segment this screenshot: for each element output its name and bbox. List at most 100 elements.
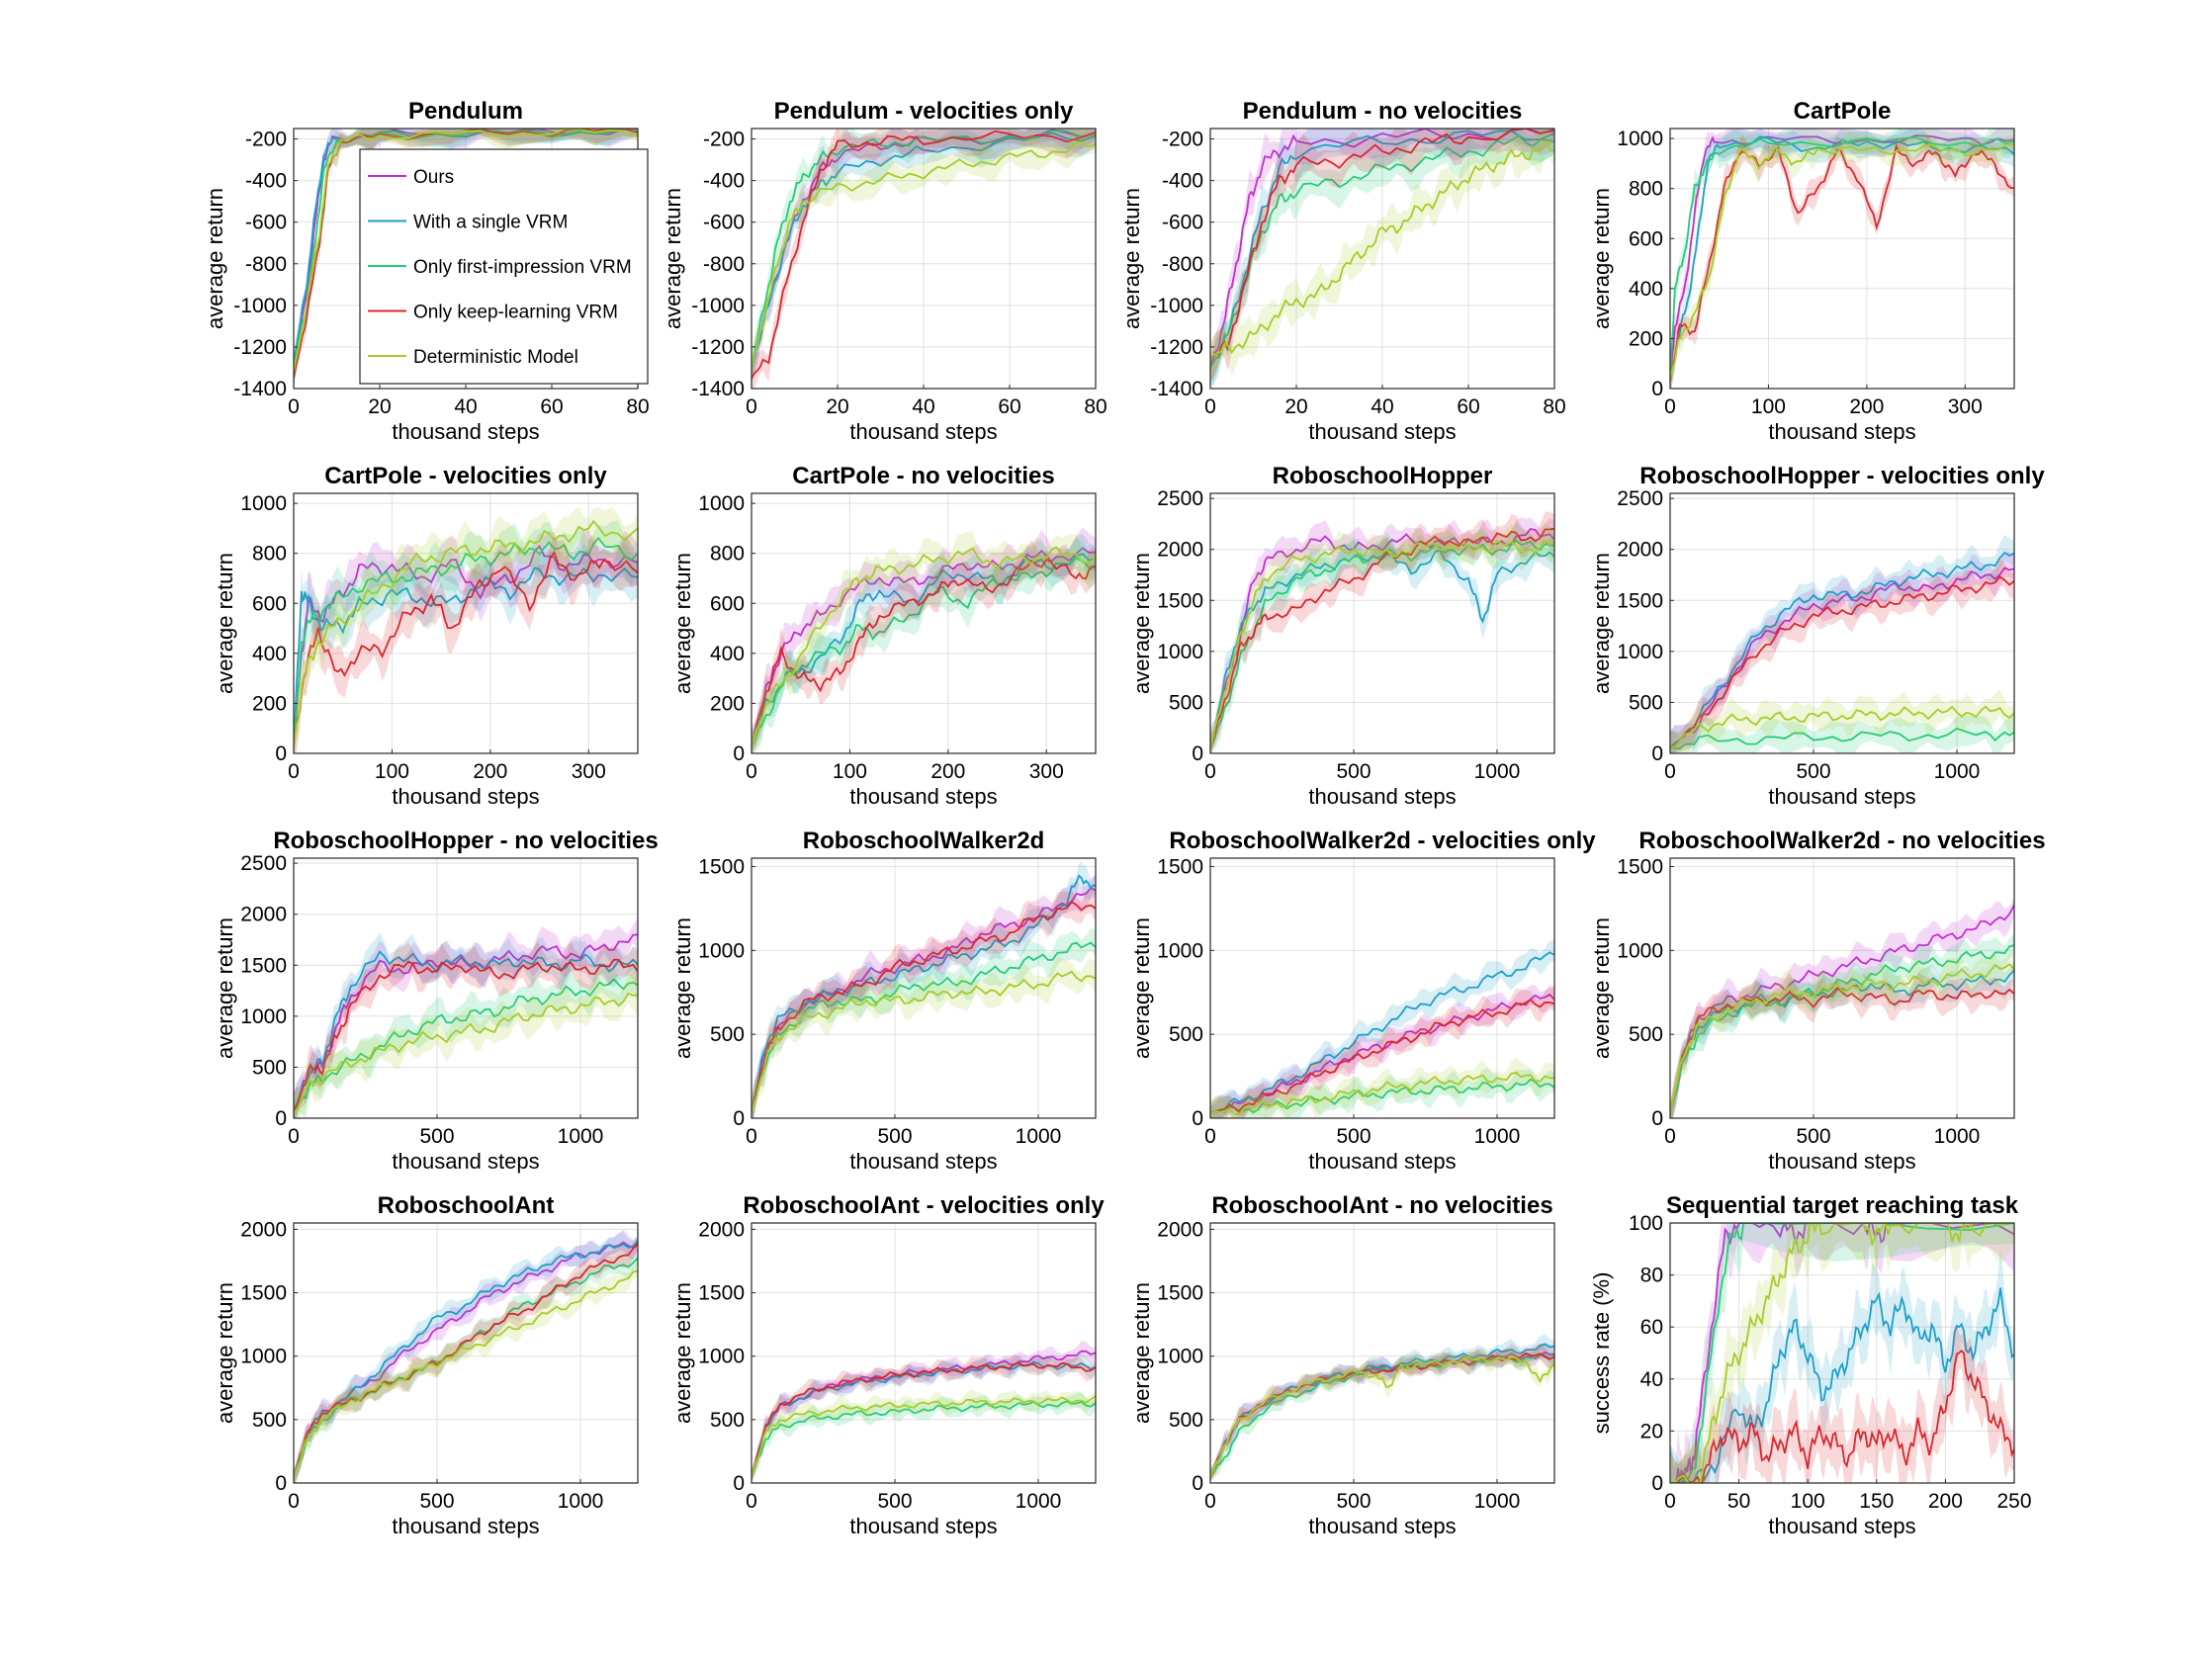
confidence-band bbox=[1670, 131, 2014, 389]
series-line bbox=[752, 140, 1096, 369]
y-tick-label: 1000 bbox=[240, 1005, 287, 1028]
y-tick-label: 500 bbox=[710, 1023, 745, 1046]
plot-area bbox=[294, 493, 638, 753]
series-line bbox=[294, 958, 638, 1114]
x-tick-label: 500 bbox=[877, 1490, 912, 1513]
series-line bbox=[752, 886, 1096, 1114]
y-tick-label: 1500 bbox=[1157, 1282, 1203, 1305]
series-line bbox=[1210, 1355, 1554, 1477]
y-tick-label: 800 bbox=[252, 543, 287, 566]
y-tick-label: 1000 bbox=[240, 1346, 287, 1368]
y-axis-label: average return bbox=[670, 553, 695, 694]
x-tick-label: 80 bbox=[1084, 395, 1106, 418]
chart-title: CartPole - no velocities bbox=[792, 463, 1054, 489]
x-tick-label: 0 bbox=[1204, 1125, 1216, 1148]
y-tick-label: 0 bbox=[1651, 1472, 1663, 1495]
y-tick-label: 100 bbox=[1629, 1212, 1663, 1235]
y-tick-label: 400 bbox=[1629, 278, 1663, 301]
series-group bbox=[294, 918, 638, 1118]
x-tick-label: 50 bbox=[1727, 1490, 1750, 1513]
series-line bbox=[1210, 527, 1554, 749]
x-tick-label: 80 bbox=[1543, 395, 1565, 418]
y-tick-label: 1500 bbox=[240, 1282, 287, 1305]
x-tick-label: 250 bbox=[1996, 1490, 2031, 1513]
y-tick-label: 0 bbox=[733, 742, 745, 765]
confidence-band bbox=[1210, 522, 1554, 753]
y-tick-label: 2000 bbox=[698, 1218, 745, 1241]
chart-title: RoboschoolAnt - no velocities bbox=[1211, 1192, 1552, 1219]
axes-frame bbox=[293, 492, 639, 754]
series-line bbox=[752, 547, 1096, 746]
y-tick-label: -800 bbox=[1162, 253, 1203, 276]
series-line bbox=[1670, 1223, 2014, 1483]
y-tick-label: 2000 bbox=[1617, 539, 1663, 562]
subplot-7: 0 500 1000 0 500 1000 1500 2000 2500 RoboschoolHo… bbox=[1129, 463, 1555, 809]
axes-frame bbox=[1669, 128, 2015, 390]
legend-item: Only first-impression VRM bbox=[368, 257, 632, 278]
y-tick-label: 600 bbox=[710, 592, 745, 615]
confidence-band bbox=[752, 955, 1096, 1118]
y-tick-label: 400 bbox=[710, 643, 745, 665]
x-tick-label: 500 bbox=[419, 1490, 454, 1513]
legend-box bbox=[359, 148, 649, 385]
confidence-band bbox=[752, 1391, 1096, 1482]
subplot-2: 0 20 40 60 80 -1400 -1200 -1000 -800 -600 -400 -200… bbox=[661, 98, 1107, 444]
x-tick-label: 40 bbox=[912, 395, 934, 418]
plot-area bbox=[752, 493, 1096, 753]
confidence-band bbox=[294, 1236, 638, 1483]
series-line bbox=[1670, 1287, 2014, 1483]
confidence-band bbox=[752, 129, 1096, 389]
x-tick-label: 300 bbox=[1029, 760, 1064, 783]
confidence-band bbox=[1210, 511, 1554, 753]
series-line bbox=[294, 978, 638, 1114]
chart-title: RoboschoolWalker2d - no velocities bbox=[1638, 828, 2045, 854]
x-axis-label: thousand steps bbox=[392, 1149, 539, 1174]
chart-title: RoboschoolWalker2d - velocities only bbox=[1169, 828, 1596, 854]
y-tick-label: -400 bbox=[245, 170, 287, 193]
series-line bbox=[1210, 1343, 1554, 1477]
subplot-13: 0 500 1000 0 500 1000 1500 2000 RoboschoolAnt tho… bbox=[213, 1192, 639, 1538]
y-tick-label: 1000 bbox=[1157, 641, 1203, 663]
series-line bbox=[752, 1361, 1096, 1477]
chart-title: Pendulum - no velocities bbox=[1243, 98, 1523, 125]
y-tick-label: 2500 bbox=[1617, 487, 1663, 510]
subplot-5: 0 100 200 300 0 200 400 600 800 1000 CartPole - ve… bbox=[213, 463, 639, 809]
y-tick-label: -1000 bbox=[233, 295, 287, 317]
y-tick-label: -1200 bbox=[691, 336, 745, 359]
series-group bbox=[294, 506, 638, 753]
x-tick-label: 1000 bbox=[1016, 1490, 1062, 1513]
y-tick-label: 0 bbox=[1651, 378, 1663, 400]
x-tick-label: 200 bbox=[930, 760, 965, 783]
x-tick-label: 0 bbox=[1204, 395, 1216, 418]
series-line bbox=[1670, 705, 2014, 749]
y-axis-label: average return bbox=[1129, 917, 1154, 1059]
confidence-band bbox=[1210, 517, 1554, 753]
series-group bbox=[752, 860, 1096, 1118]
series-line bbox=[1210, 1353, 1554, 1478]
y-tick-label: 2000 bbox=[240, 1218, 287, 1241]
series-line bbox=[752, 1350, 1096, 1477]
confidence-band bbox=[294, 1232, 638, 1483]
chart-title: RoboschoolHopper - velocities only bbox=[1639, 463, 2045, 489]
series-line bbox=[752, 546, 1096, 746]
legend-label: Only first-impression VRM bbox=[413, 257, 632, 278]
series-line bbox=[1670, 904, 2014, 1114]
confidence-band bbox=[1670, 689, 2014, 753]
x-tick-label: 1000 bbox=[558, 1490, 604, 1513]
series-line bbox=[1670, 1223, 2014, 1483]
series-group bbox=[1210, 939, 1554, 1118]
y-tick-label: 2500 bbox=[1157, 487, 1203, 510]
confidence-band bbox=[294, 129, 638, 382]
series-group bbox=[752, 527, 1096, 753]
series-line bbox=[1210, 1352, 1554, 1477]
x-axis-label: thousand steps bbox=[849, 419, 997, 444]
series-line bbox=[1670, 143, 2014, 380]
confidence-band bbox=[1670, 1324, 2014, 1483]
subplot-6: 0 100 200 300 0 200 400 600 800 1000 CartPole - no… bbox=[670, 463, 1097, 809]
y-tick-label: -1400 bbox=[1150, 378, 1203, 400]
y-tick-label: 1500 bbox=[1617, 855, 1663, 878]
y-tick-label: -400 bbox=[703, 170, 745, 193]
y-tick-label: 1000 bbox=[698, 492, 745, 515]
y-axis-label: average return bbox=[1129, 553, 1154, 694]
